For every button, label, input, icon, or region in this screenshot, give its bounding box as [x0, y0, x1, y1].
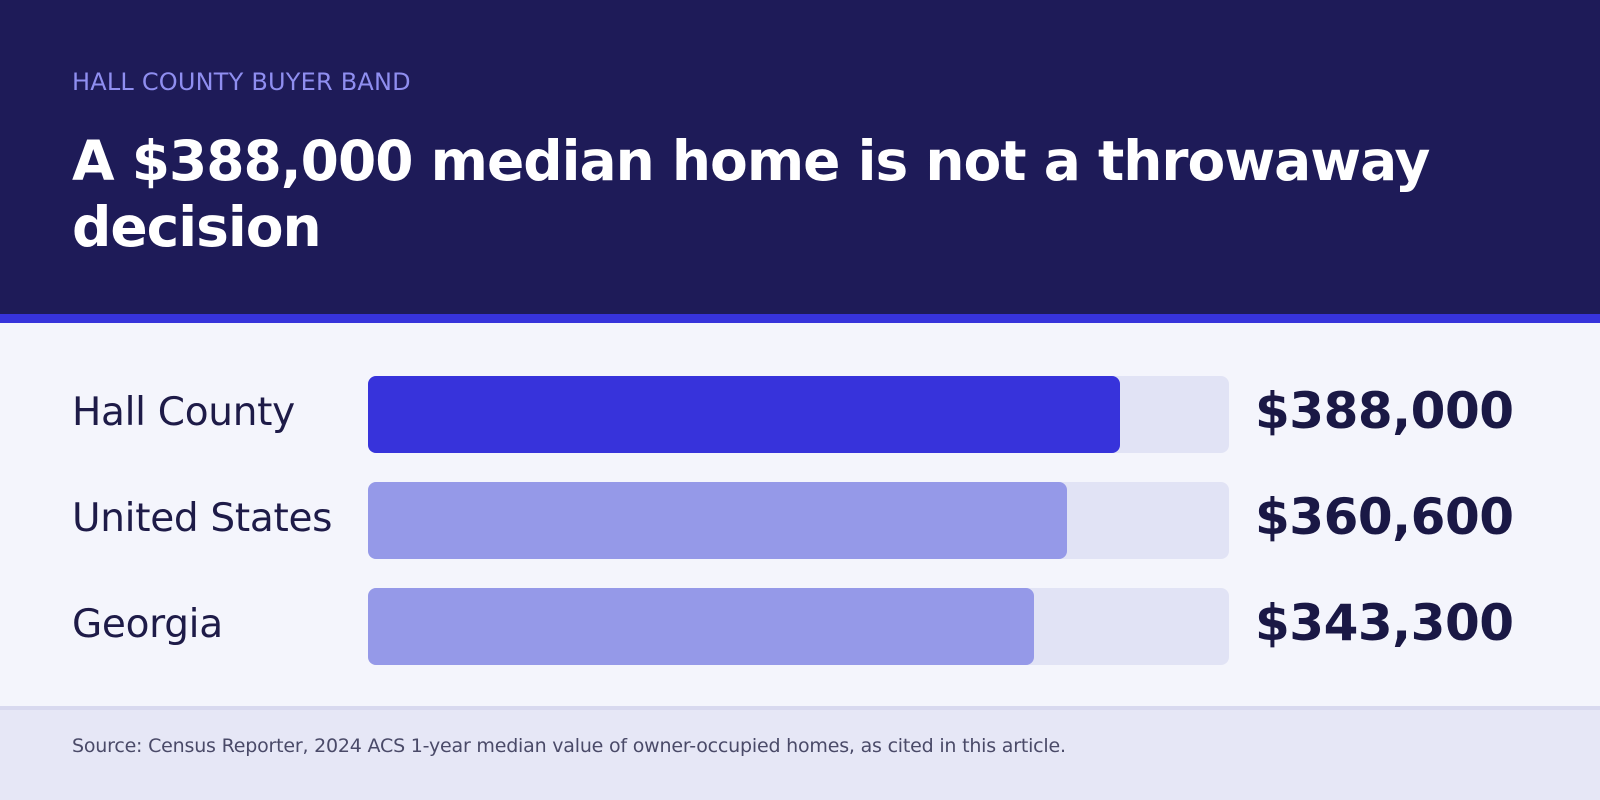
source-note: Source: Census Reporter, 2024 ACS 1-year…	[72, 735, 1066, 757]
chart-title: A $388,000 median home is not a throwawa…	[72, 129, 1430, 259]
bar-label: United States	[72, 496, 333, 541]
chart-kicker: HALL COUNTY BUYER BAND	[72, 68, 411, 96]
bar	[368, 376, 1120, 453]
bar-value-label: $388,000	[1255, 382, 1514, 440]
bar	[368, 482, 1067, 559]
bar-value-label: $360,600	[1255, 488, 1514, 546]
bar-value-label: $343,300	[1255, 594, 1514, 652]
footer	[0, 710, 1600, 800]
header-accent-rule	[0, 314, 1600, 323]
bar-label: Hall County	[72, 390, 295, 435]
bar-label: Georgia	[72, 602, 223, 647]
bar	[368, 588, 1034, 665]
footer-divider	[0, 706, 1600, 710]
header-banner	[0, 0, 1600, 314]
